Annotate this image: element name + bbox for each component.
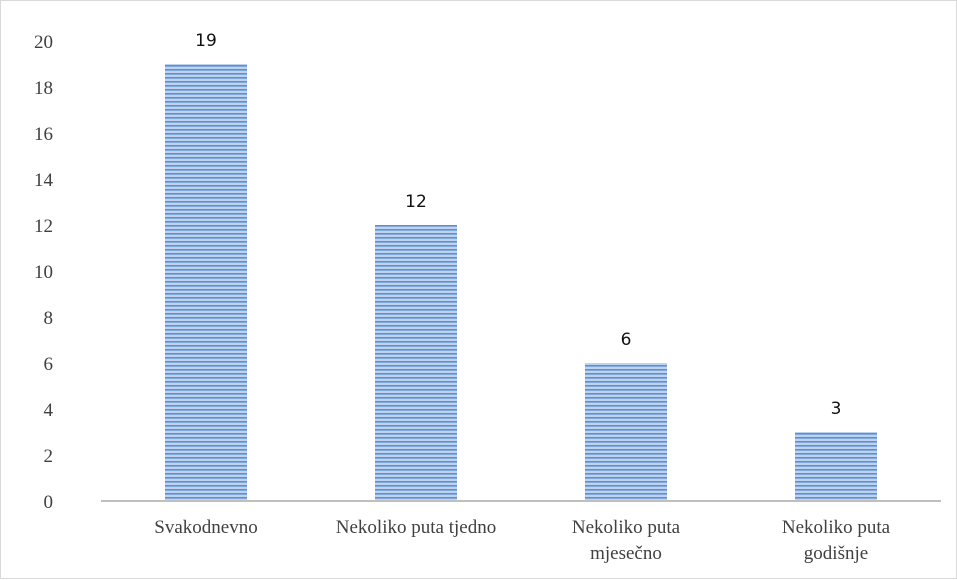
bar bbox=[795, 432, 877, 501]
x-tick-label-line: Svakodnevno bbox=[154, 517, 257, 538]
bar bbox=[375, 225, 457, 501]
y-tick-label: 4 bbox=[44, 400, 54, 421]
x-tick-label-line: mjesečno bbox=[590, 543, 662, 564]
data-label: 19 bbox=[195, 31, 217, 51]
x-tick-label: Nekoliko puta tjedno bbox=[336, 517, 496, 538]
y-tick-label: 20 bbox=[34, 32, 53, 53]
y-tick-label: 8 bbox=[44, 308, 54, 329]
y-axis: 0 2 4 6 8 10 12 14 16 18 20 bbox=[34, 32, 54, 513]
data-labels: 19 12 6 3 bbox=[195, 31, 841, 419]
x-tick-label-line: godišnje bbox=[804, 543, 868, 564]
x-tick-label-line: Nekoliko puta bbox=[782, 517, 891, 538]
x-axis: Svakodnevno Nekoliko puta tjedno Nekoliko … bbox=[154, 517, 890, 564]
data-label: 3 bbox=[831, 399, 842, 419]
y-tick-label: 6 bbox=[44, 354, 54, 375]
y-tick-label: 10 bbox=[34, 262, 53, 283]
y-tick-label: 2 bbox=[44, 446, 54, 467]
y-tick-label: 16 bbox=[34, 124, 53, 145]
x-tick-label: Svakodnevno bbox=[154, 517, 257, 538]
bars bbox=[165, 64, 877, 501]
x-tick-label: Nekoliko puta mjesečno bbox=[572, 517, 681, 564]
y-tick-label: 0 bbox=[44, 492, 54, 513]
y-tick-label: 18 bbox=[34, 78, 53, 99]
data-label: 6 bbox=[621, 330, 632, 350]
y-tick-label: 12 bbox=[34, 216, 53, 237]
data-label: 12 bbox=[405, 192, 427, 212]
x-tick-label: Nekoliko puta godišnje bbox=[782, 517, 891, 564]
bar bbox=[585, 363, 667, 501]
x-tick-label-line: Nekoliko puta tjedno bbox=[336, 517, 496, 538]
x-tick-label-line: Nekoliko puta bbox=[572, 517, 681, 538]
y-tick-label: 14 bbox=[34, 170, 54, 191]
bar bbox=[165, 64, 247, 501]
